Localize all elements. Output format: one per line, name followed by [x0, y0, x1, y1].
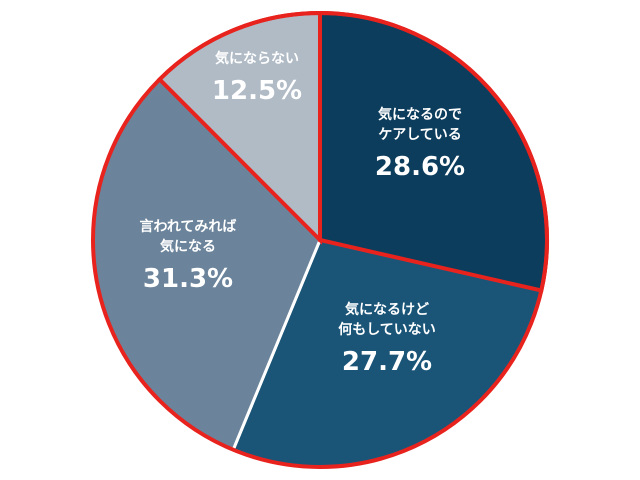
pie-slice-value-3: 12.5%: [212, 76, 302, 106]
pie-highlight-outlines: [91, 10, 549, 469]
pie-slice-value-2: 31.3%: [143, 264, 233, 294]
pie-highlight-outline-3: [156, 10, 322, 245]
pie-slice-label-2-line-0: 言われてみれば: [140, 218, 237, 235]
pie-slice-label-0-line-0: 気になるので: [378, 106, 462, 123]
pie-slice-label-3-line-0: 気にならない: [215, 50, 299, 67]
pie-slice-label-1-line-0: 気になるけど: [345, 301, 429, 318]
pie-slice-label-2-line-1: 気になる: [160, 238, 216, 255]
pie-label-group-3: 気にならない 12.5%: [212, 50, 302, 106]
pie-highlight-outline-0: [318, 10, 549, 293]
pie-slice-value-0: 28.6%: [375, 152, 465, 182]
pie-slice-value-1: 27.7%: [342, 347, 432, 377]
pie-slice-label-0-line-1: ケアしている: [378, 127, 462, 143]
pie-slice-label-1-line-1: 何もしていない: [338, 321, 436, 338]
pie-slices: [91, 11, 549, 469]
